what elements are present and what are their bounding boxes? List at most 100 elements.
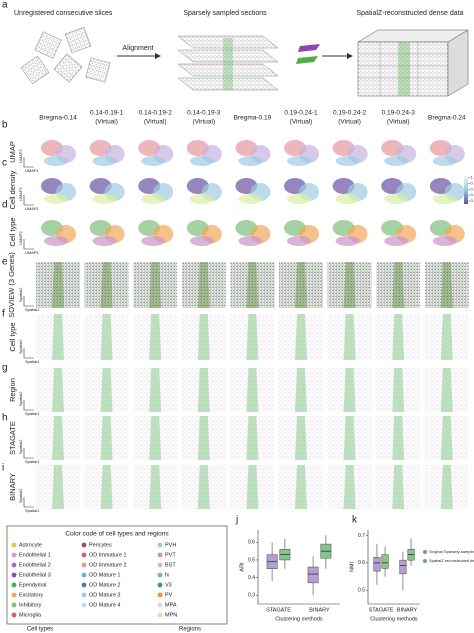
midline — [52, 416, 64, 460]
panel-letter: a — [2, 0, 8, 11]
midline — [197, 368, 210, 412]
spatial-section — [84, 262, 129, 308]
panel-image — [138, 140, 174, 166]
umap-cloud — [44, 156, 68, 166]
panel-letter: d — [2, 200, 8, 211]
row-label: Cell type — [8, 217, 17, 246]
midline — [52, 262, 64, 308]
spatial-section — [230, 368, 275, 412]
row-label: Cell density — [8, 170, 17, 209]
panel-image — [138, 220, 174, 246]
spatial-section — [424, 368, 469, 412]
spatial-section — [84, 368, 129, 412]
legend-label: PVT — [165, 552, 176, 558]
axis-indicator — [23, 348, 34, 359]
spatial-section — [376, 262, 421, 308]
spatial-section — [230, 262, 275, 308]
legend-swatch — [11, 572, 17, 578]
panel-image — [181, 416, 226, 460]
panel-letter: e — [2, 257, 8, 268]
legend-label: Original Sparsely-sampled data — [429, 549, 474, 554]
midline — [149, 314, 162, 360]
spatial-section — [133, 465, 178, 509]
panel-image — [279, 262, 323, 308]
midline — [392, 416, 405, 460]
spatial-section — [181, 416, 226, 460]
umap-cloud — [384, 236, 409, 246]
axis-indicator-label: Spatial1 — [25, 459, 40, 464]
legend-swatch — [81, 602, 87, 608]
panel-image — [186, 140, 222, 166]
axis-indicator-label: UMAP2 — [18, 186, 23, 201]
legend-label: OD Immature 1 — [89, 552, 127, 558]
x-axis-label: Clustering methods — [275, 616, 323, 622]
axis-indicator-label: UMAP1 — [25, 168, 40, 173]
panel-image — [89, 178, 125, 204]
umap-cloud — [141, 236, 166, 246]
y-tick-label: 0.6 — [358, 560, 365, 566]
panel-image — [84, 416, 129, 460]
axis-indicator-label: Spatial2 — [18, 391, 23, 406]
midline — [149, 262, 162, 308]
panel-image — [41, 178, 76, 204]
legend-title: Color code of cell types and regions — [65, 531, 169, 538]
midline — [440, 465, 453, 509]
panel-image — [230, 314, 275, 360]
panel-image — [36, 465, 80, 509]
row-label: SOVIEW (3 Genes) — [7, 252, 16, 318]
box — [373, 557, 381, 572]
legend-swatch — [81, 582, 87, 588]
panel-image — [84, 465, 129, 509]
panel-letter: k — [352, 515, 358, 526]
axis-indicator — [23, 296, 34, 307]
legend-label: OD Mature 1 — [89, 572, 120, 578]
legend-swatch — [157, 542, 163, 548]
panel-image — [84, 368, 129, 412]
panel-image — [89, 220, 125, 246]
legend-label: SpatialZ reconstructed dense data — [429, 558, 474, 563]
panel-image — [327, 368, 372, 412]
axis-indicator-label: Spatial1 — [25, 508, 40, 513]
panel-image — [381, 178, 417, 204]
panel-image — [41, 140, 76, 166]
spatial-section — [279, 262, 323, 308]
column-header: 0.19-0.24-1 — [284, 110, 318, 117]
panel-image — [284, 220, 319, 246]
panel-image — [235, 140, 271, 166]
panel-image — [381, 140, 417, 166]
spatial-section — [230, 416, 275, 460]
panel-image — [181, 465, 226, 509]
midline — [100, 465, 113, 509]
column-header: Bregma-0.24 — [428, 115, 466, 122]
x-axis-label: Clustering methods — [370, 616, 418, 622]
row-label: Cell type — [8, 322, 17, 351]
umap-cloud — [92, 194, 117, 204]
y-tick-label: 0.5 — [358, 588, 365, 594]
spatial-section — [36, 262, 80, 308]
midline — [52, 465, 64, 509]
panel-image — [89, 140, 125, 166]
midline — [440, 368, 453, 412]
panel-image — [424, 314, 469, 360]
umap-cloud — [432, 194, 457, 204]
legend-swatch — [157, 592, 163, 598]
midline — [100, 416, 113, 460]
panel-image — [279, 368, 323, 412]
panel-image — [429, 140, 465, 166]
axis-indicator — [23, 448, 34, 459]
spatial-section — [84, 465, 129, 509]
y-axis-label: ARI — [239, 562, 245, 572]
legend-label: BST — [165, 562, 176, 568]
panel-image — [424, 465, 469, 509]
spatial-section — [327, 262, 372, 308]
panel-image — [230, 368, 275, 412]
spatial-section — [376, 368, 421, 412]
panel-image — [133, 368, 178, 412]
legend-label: Endothelial 2 — [19, 562, 51, 568]
legend-swatch — [11, 592, 17, 598]
legend-swatch — [11, 562, 17, 568]
axis-indicator — [23, 195, 34, 206]
midline — [246, 368, 259, 412]
column-header: 0.19-0.24-3 — [382, 110, 416, 117]
umap-cloud — [189, 156, 214, 166]
